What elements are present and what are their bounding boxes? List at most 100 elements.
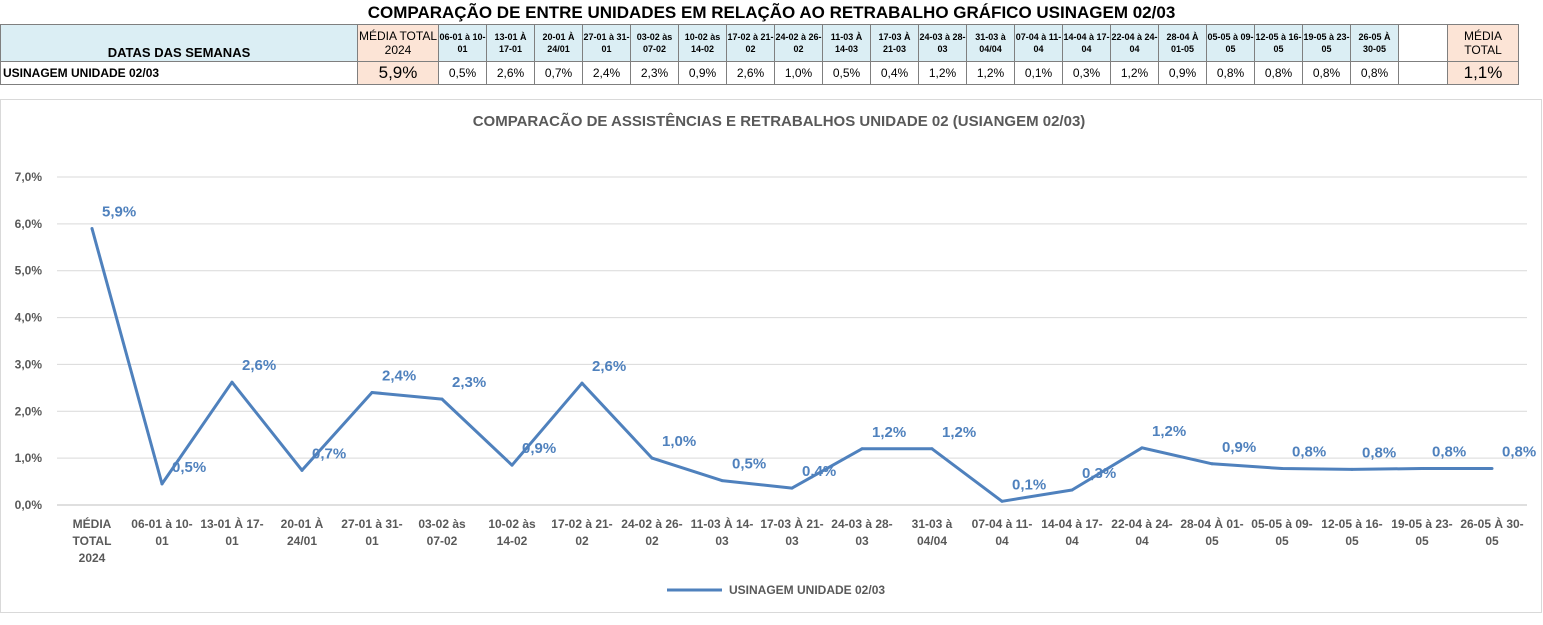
week-value-cell[interactable]: 0,9% <box>678 61 727 85</box>
y-tick-label: 6,0% <box>15 217 43 231</box>
week-value-cell[interactable]: 0,8% <box>1350 61 1399 85</box>
data-point[interactable] <box>510 463 514 467</box>
week-header-cell[interactable]: 20-01 À 24/01 <box>534 24 583 62</box>
week-value-cell[interactable]: 0,5% <box>822 61 871 85</box>
week-header-cell[interactable]: 17-02 à 21-02 <box>726 24 775 62</box>
week-value-cell[interactable]: 0,1% <box>1014 61 1063 85</box>
week-header-cell[interactable]: 03-02 às 07-02 <box>630 24 679 62</box>
x-tick-label: MÉDIA TOTAL 2024 <box>73 516 112 565</box>
x-tick-label: 13-01 À 17-01 <box>200 516 263 548</box>
y-tick-label: 3,0% <box>15 357 43 371</box>
week-header-cell[interactable]: 17-03 À 21-03 <box>870 24 919 62</box>
week-header-cell[interactable]: 06-01 à 10-01 <box>438 24 487 62</box>
week-value-cell[interactable]: 2,6% <box>726 61 775 85</box>
x-tick-label: 03-02 às 07-02 <box>418 517 466 548</box>
week-value-cell[interactable]: 2,4% <box>582 61 631 85</box>
data-point[interactable] <box>790 486 794 490</box>
data-point[interactable] <box>650 456 654 460</box>
data-point[interactable] <box>1490 466 1494 470</box>
data-label: 0,1% <box>1012 476 1046 493</box>
week-header-cell[interactable]: 10-02 às 14-02 <box>678 24 727 62</box>
x-tick-label: 17-02 à 21-02 <box>551 517 612 548</box>
header-label-cell[interactable]: DATAS DAS SEMANAS <box>0 24 358 62</box>
week-header-cell[interactable]: 14-04 à 17-04 <box>1062 24 1111 62</box>
empty-cell[interactable] <box>1398 61 1448 85</box>
week-header-cell[interactable]: 05-05 à 09-05 <box>1206 24 1255 62</box>
data-label: 0,5% <box>172 459 206 476</box>
week-header-cell[interactable]: 22-04 à 24-04 <box>1110 24 1159 62</box>
data-point[interactable] <box>930 447 934 451</box>
week-header-cell[interactable]: 31-03 à 04/04 <box>966 24 1015 62</box>
data-point[interactable] <box>580 381 584 385</box>
media-value-cell[interactable]: 5,9% <box>357 61 439 85</box>
week-value-cell[interactable]: 1,2% <box>1110 61 1159 85</box>
week-value-cell[interactable]: 0,8% <box>1206 61 1255 85</box>
media-header-cell[interactable]: MÉDIA TOTAL 2024 <box>357 24 439 62</box>
week-value-cell[interactable]: 2,3% <box>630 61 679 85</box>
legend[interactable]: USINAGEM UNIDADE 02/03 <box>667 583 885 597</box>
total-header-text: MÉDIA TOTAL <box>1463 29 1502 57</box>
week-value-cell[interactable]: 2,6% <box>486 61 535 85</box>
data-label: 1,2% <box>872 424 906 441</box>
y-tick-label: 4,0% <box>15 311 43 325</box>
empty-cell[interactable] <box>1398 24 1448 62</box>
data-point[interactable] <box>90 227 94 231</box>
data-point[interactable] <box>1000 499 1004 503</box>
data-point[interactable] <box>1420 466 1424 470</box>
week-value-cell[interactable]: 0,9% <box>1158 61 1207 85</box>
y-tick-label: 0,0% <box>15 498 43 512</box>
data-label: 5,9% <box>102 204 136 221</box>
data-point[interactable] <box>1280 466 1284 470</box>
data-point[interactable] <box>860 447 864 451</box>
week-header-cell[interactable]: 19-05 à 23-05 <box>1302 24 1351 62</box>
week-header-text: 20-01 À 24/01 <box>542 32 575 54</box>
data-point[interactable] <box>1210 462 1214 466</box>
week-value-cell[interactable]: 0,3% <box>1062 61 1111 85</box>
data-label: 2,4% <box>382 368 416 385</box>
chart-area[interactable]: COMPARACÃO DE ASSISTÊNCIAS E RETRABALHOS… <box>0 99 1542 613</box>
data-point[interactable] <box>370 391 374 395</box>
total-header-cell[interactable]: MÉDIA TOTAL <box>1447 24 1519 62</box>
week-header-cell[interactable]: 12-05 à 16-05 <box>1254 24 1303 62</box>
x-tick-label: 22-04 à 24-04 <box>1111 517 1172 548</box>
week-header-text: 28-04 À 01-05 <box>1166 32 1199 54</box>
week-header-cell[interactable]: 24-02 à 26-02 <box>774 24 823 62</box>
data-point[interactable] <box>1140 446 1144 450</box>
sheet-title: COMPARAÇÃO DE ENTRE UNIDADES EM RELAÇÃO … <box>367 3 1176 22</box>
week-value-cell[interactable]: 0,7% <box>534 61 583 85</box>
week-value-cell[interactable]: 0,4% <box>870 61 919 85</box>
data-point[interactable] <box>1350 467 1354 471</box>
total-value-cell[interactable]: 1,1% <box>1447 61 1519 85</box>
week-header-cell[interactable]: 11-03 À 14-03 <box>822 24 871 62</box>
week-header-cell[interactable]: 28-04 À 01-05 <box>1158 24 1207 62</box>
data-point[interactable] <box>440 397 444 401</box>
week-header-cell[interactable]: 13-01 À 17-01 <box>486 24 535 62</box>
data-point[interactable] <box>720 479 724 483</box>
week-value-cell[interactable]: 1,2% <box>966 61 1015 85</box>
week-value-cell[interactable]: 0,8% <box>1302 61 1351 85</box>
week-header-text: 14-04 à 17-04 <box>1063 32 1110 54</box>
data-point[interactable] <box>300 468 304 472</box>
week-header-text: 03-02 às 07-02 <box>636 32 673 54</box>
week-header-cell[interactable]: 26-05 À 30-05 <box>1350 24 1399 62</box>
data-point[interactable] <box>230 380 234 384</box>
x-tick-label: 14-04 à 17-04 <box>1041 517 1102 548</box>
week-value-cell[interactable]: 0,5% <box>438 61 487 85</box>
row-label-cell[interactable]: USINAGEM UNIDADE 02/03 <box>0 61 358 85</box>
week-header-cell[interactable]: 07-04 à 11-04 <box>1014 24 1063 62</box>
data-point[interactable] <box>1070 488 1074 492</box>
week-value-cell[interactable]: 1,2% <box>918 61 967 85</box>
gridlines <box>57 176 1527 506</box>
x-tick-label: 07-04 à 11-04 <box>972 517 1033 548</box>
week-value-cell[interactable]: 1,0% <box>774 61 823 85</box>
data-label: 0,9% <box>522 440 556 457</box>
week-header-text: 27-01 à 31-01 <box>583 32 630 54</box>
week-header-text: 26-05 À 30-05 <box>1358 32 1391 54</box>
media-header-text: MÉDIA TOTAL 2024 <box>358 29 438 57</box>
data-point[interactable] <box>160 482 164 486</box>
week-header-cell[interactable]: 27-01 à 31-01 <box>582 24 631 62</box>
week-header-cell[interactable]: 24-03 à 28-03 <box>918 24 967 62</box>
week-value-cell[interactable]: 0,8% <box>1254 61 1303 85</box>
data-label: 0,8% <box>1362 444 1396 461</box>
week-header-text: 07-04 à 11-04 <box>1015 32 1062 54</box>
